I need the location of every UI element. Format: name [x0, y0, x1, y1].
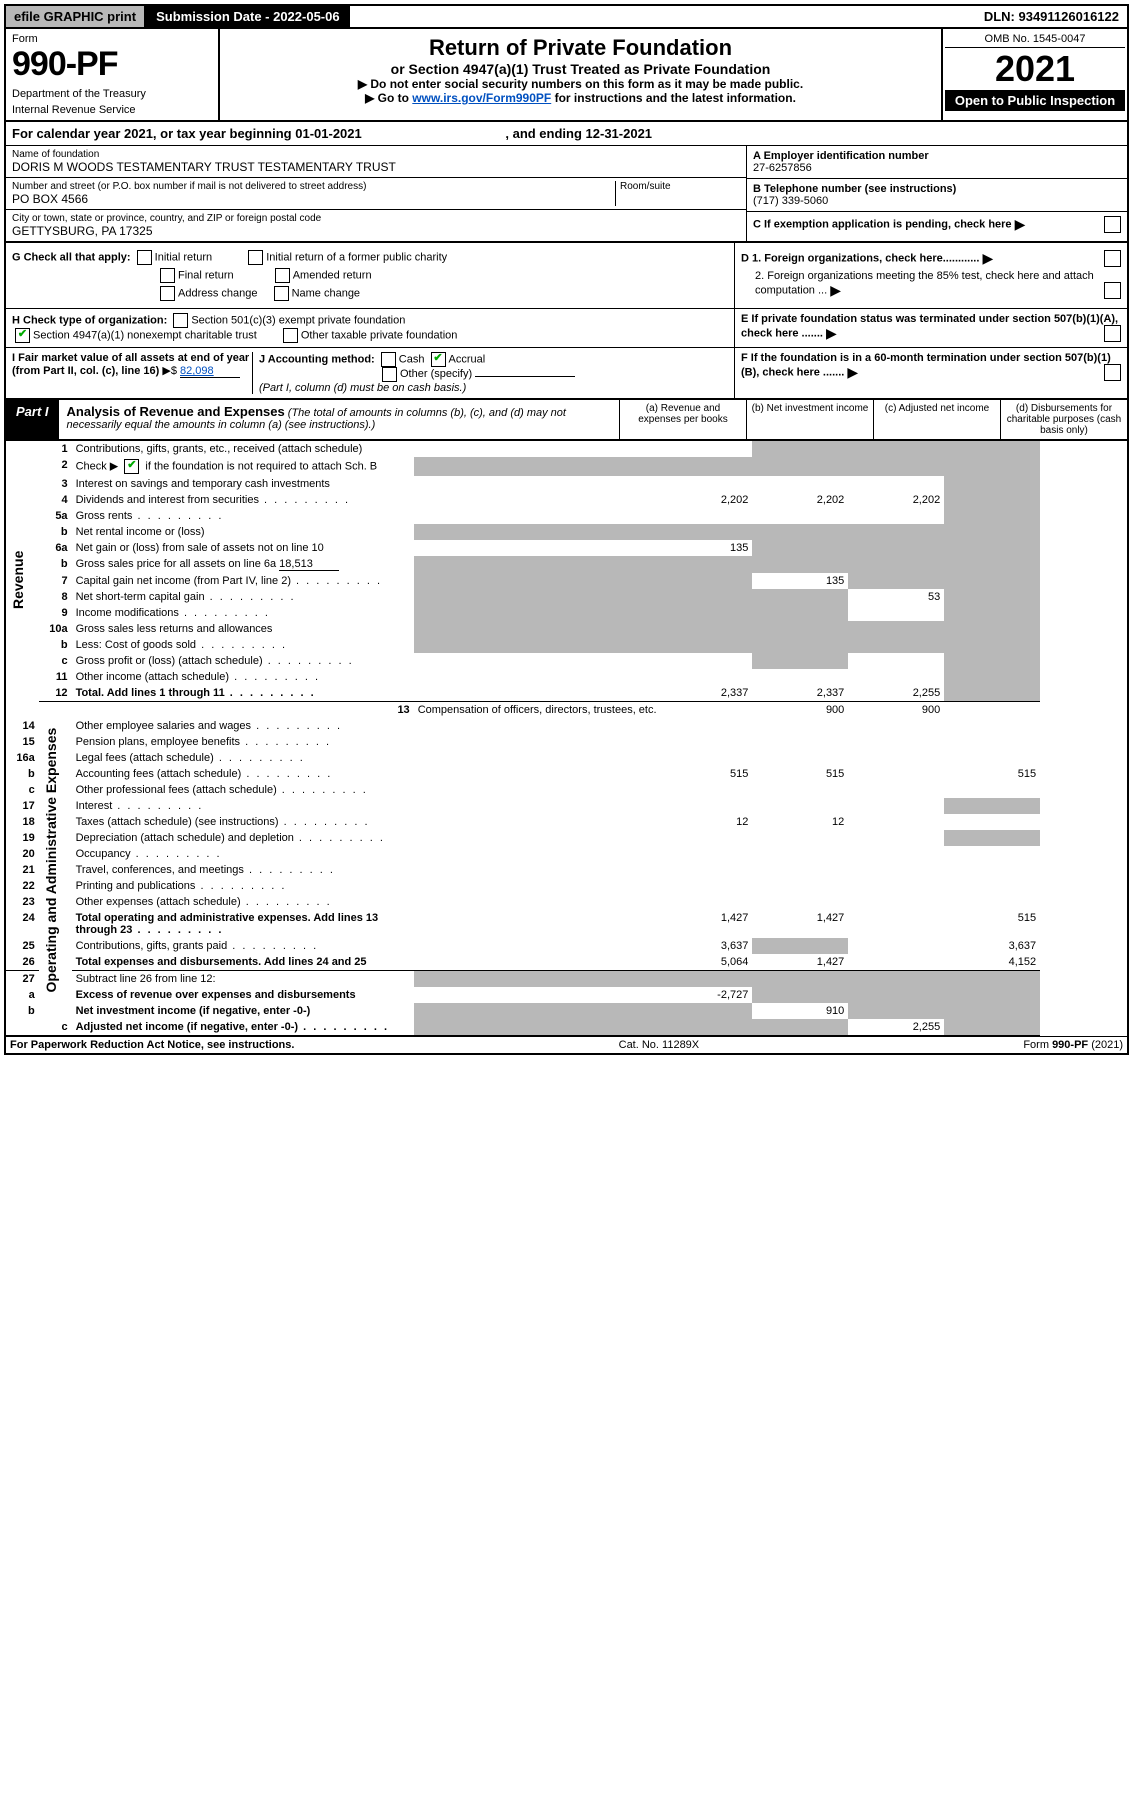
revenue-sidebar: Revenue [6, 441, 39, 718]
h-4947-cb[interactable]: ✔ [15, 328, 30, 343]
topbar: efile GRAPHIC print Submission Date - 20… [6, 6, 1127, 29]
footer-left: For Paperwork Reduction Act Notice, see … [10, 1039, 294, 1051]
g-amended-cb[interactable] [275, 268, 290, 283]
d2-checkbox[interactable] [1104, 282, 1121, 299]
g-address-cb[interactable] [160, 286, 175, 301]
header-row: Form 990-PF Department of the Treasury I… [6, 29, 1127, 122]
form-label: Form [12, 33, 212, 45]
col-a-head: (a) Revenue and expenses per books [619, 400, 746, 439]
ij-row: I Fair market value of all assets at end… [6, 347, 1127, 398]
c-cell: C If exemption application is pending, c… [747, 212, 1127, 237]
phone-cell: B Telephone number (see instructions) (7… [747, 179, 1127, 212]
f-checkbox[interactable] [1104, 364, 1121, 381]
h-501-cb[interactable] [173, 313, 188, 328]
id-right: A Employer identification number 27-6257… [746, 146, 1127, 241]
omb-number: OMB No. 1545-0047 [945, 31, 1125, 48]
efile-label: efile GRAPHIC print [6, 6, 146, 27]
id-left: Name of foundation DORIS M WOODS TESTAME… [6, 146, 746, 241]
d1-checkbox[interactable] [1104, 250, 1121, 267]
d-section: D 1. Foreign organizations, check here..… [734, 243, 1127, 308]
ij-left: I Fair market value of all assets at end… [6, 348, 734, 398]
c-checkbox[interactable] [1104, 216, 1121, 233]
title-main: Return of Private Foundation [226, 35, 935, 61]
g-initial-cb[interactable] [137, 250, 152, 265]
title-note2: ▶ Go to www.irs.gov/Form990PF for instru… [226, 91, 935, 105]
col-c-head: (c) Adjusted net income [873, 400, 1000, 439]
e-checkbox[interactable] [1104, 325, 1121, 342]
fmv-link[interactable]: 82,098 [180, 365, 214, 377]
part1-label: Part I [6, 400, 59, 439]
form-container: efile GRAPHIC print Submission Date - 20… [4, 4, 1129, 1055]
j-accrual-cb[interactable]: ✔ [431, 352, 446, 367]
footer-mid: Cat. No. 11289X [619, 1039, 700, 1051]
j-other-cb[interactable] [382, 367, 397, 382]
dept-treasury: Department of the Treasury [12, 88, 212, 100]
g-left: G Check all that apply: Initial return I… [6, 243, 734, 308]
submission-date: Submission Date - 2022-05-06 [146, 6, 350, 27]
e-section: E If private foundation status was termi… [734, 309, 1127, 347]
g-initial-former-cb[interactable] [248, 250, 263, 265]
col-d-head: (d) Disbursements for charitable purpose… [1000, 400, 1127, 439]
f-section: F If the foundation is in a 60-month ter… [734, 348, 1127, 398]
l2-checkbox[interactable]: ✔ [124, 459, 139, 474]
part1-desc: Analysis of Revenue and Expenses (The to… [59, 400, 619, 439]
analysis-table: Revenue 1Contributions, gifts, grants, e… [6, 441, 1127, 1036]
col-b-head: (b) Net investment income [746, 400, 873, 439]
address-cell: Number and street (or P.O. box number if… [6, 178, 746, 210]
title-box: Return of Private Foundation or Section … [220, 29, 941, 120]
year-box: OMB No. 1545-0047 2021 Open to Public In… [941, 29, 1127, 120]
title-sub: or Section 4947(a)(1) Trust Treated as P… [226, 61, 935, 77]
calendar-year-row: For calendar year 2021, or tax year begi… [6, 122, 1127, 146]
city-cell: City or town, state or province, country… [6, 210, 746, 241]
title-note1: ▶ Do not enter social security numbers o… [226, 77, 935, 91]
h-other-cb[interactable] [283, 328, 298, 343]
dln-label: DLN: 93491126016122 [976, 6, 1127, 27]
form-number: 990-PF [12, 45, 212, 84]
foundation-name-cell: Name of foundation DORIS M WOODS TESTAME… [6, 146, 746, 178]
g-name-cb[interactable] [274, 286, 289, 301]
h-row: H Check type of organization: Section 50… [6, 308, 1127, 347]
ein-cell: A Employer identification number 27-6257… [747, 146, 1127, 179]
expenses-sidebar: Operating and Administrative Expenses [39, 702, 72, 1020]
identity-block: Name of foundation DORIS M WOODS TESTAME… [6, 146, 1127, 243]
dept-irs: Internal Revenue Service [12, 104, 212, 116]
footer-right: Form 990-PF (2021) [1023, 1039, 1123, 1051]
j-cash-cb[interactable] [381, 352, 396, 367]
open-inspection: Open to Public Inspection [945, 90, 1125, 111]
g-final-cb[interactable] [160, 268, 175, 283]
tax-year: 2021 [945, 48, 1125, 90]
footer: For Paperwork Reduction Act Notice, see … [6, 1036, 1127, 1053]
part1-header: Part I Analysis of Revenue and Expenses … [6, 398, 1127, 441]
form-box: Form 990-PF Department of the Treasury I… [6, 29, 220, 120]
irs-link[interactable]: www.irs.gov/Form990PF [412, 91, 551, 105]
h-left: H Check type of organization: Section 50… [6, 309, 734, 347]
g-section: G Check all that apply: Initial return I… [6, 243, 1127, 308]
